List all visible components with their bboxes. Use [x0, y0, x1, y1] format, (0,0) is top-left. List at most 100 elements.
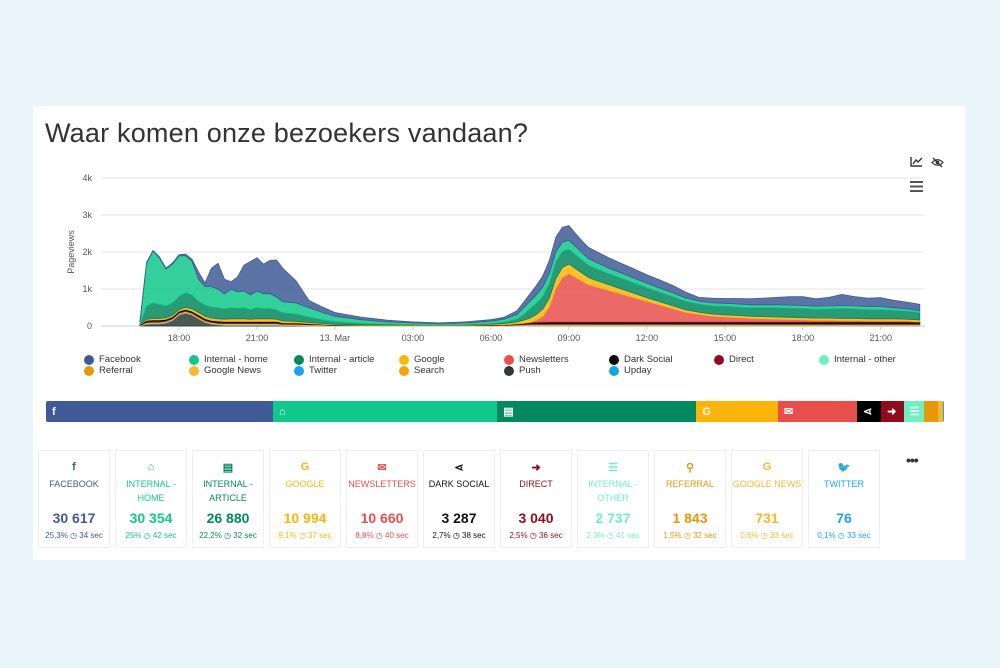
legend-marker — [84, 365, 94, 376]
stat-avg-time: 36 sec — [539, 531, 563, 540]
clock-icon: ◷ — [837, 531, 848, 540]
facebook-icon: f — [52, 405, 56, 418]
stat-label: INTERNAL - HOME — [126, 479, 176, 503]
share-segment-google-news[interactable] — [937, 401, 944, 422]
stat-label: REFERRAL — [665, 479, 714, 489]
stat-meta: 0,1% ◷ 33 sec — [809, 531, 879, 540]
envelope-icon: ✉ — [377, 462, 387, 474]
legend-marker — [189, 365, 199, 376]
stat-card-google[interactable]: G GOOGLE 10 994 9,1% ◷ 37 sec — [269, 450, 341, 548]
legend-item-twitter[interactable]: Twitter — [294, 365, 337, 376]
stat-value: 76 — [836, 510, 852, 526]
stat-meta: 8,8% ◷ 40 sec — [347, 531, 417, 540]
share-segment-direct[interactable]: ➜ — [881, 401, 904, 422]
stat-percentage: 2,5% — [509, 531, 530, 540]
clock-icon: ◷ — [452, 531, 463, 540]
more-options-icon[interactable]: ••• — [906, 452, 919, 468]
legend-item-dark-social[interactable]: Dark Social — [609, 354, 673, 365]
stat-value: 731 — [755, 510, 779, 526]
legend-label: Search — [414, 365, 445, 376]
eye-off-icon[interactable] — [931, 157, 944, 171]
share-segment-internal-article[interactable]: ▤ — [497, 401, 697, 422]
share-segment-twitter[interactable] — [943, 401, 944, 422]
stat-value: 10 994 — [283, 510, 327, 526]
legend-item-internal-other[interactable]: Internal - other — [819, 354, 896, 365]
stat-label: DIRECT — [519, 479, 553, 489]
legend-item-upday[interactable]: Upday — [609, 365, 651, 376]
share-segment-dark-social[interactable]: ⋖ — [856, 401, 882, 422]
stat-card-internal-article[interactable]: ▤ INTERNAL - ARTICLE 26 880 22,2% ◷ 32 sec — [192, 450, 264, 548]
legend-marker — [294, 354, 304, 365]
clock-icon: ◷ — [606, 531, 617, 540]
legend-label: Internal - home — [204, 354, 268, 365]
share-segment-referral[interactable] — [924, 401, 938, 422]
chart-trend-icon[interactable] — [910, 156, 923, 170]
stat-label: NEWSLETTERS — [348, 479, 416, 489]
stat-meta: 2,3% ◷ 41 sec — [578, 531, 648, 540]
stat-card-referral[interactable]: ⚲ REFERRAL 1 843 1,5% ◷ 32 sec — [654, 450, 726, 548]
stat-meta: 2,7% ◷ 38 sec — [424, 531, 494, 540]
share-segment-newsletters[interactable]: ✉ — [778, 401, 857, 422]
stat-card-direct[interactable]: ➜ DIRECT 3 040 2,5% ◷ 36 sec — [500, 450, 572, 548]
stat-avg-time: 41 sec — [616, 531, 640, 540]
stat-card-facebook[interactable]: f FACEBOOK 30 617 25,3% ◷ 34 sec — [38, 450, 110, 548]
legend-label: Internal - article — [309, 354, 375, 365]
legend-item-referral[interactable]: Referral — [84, 365, 133, 376]
x-tick-label: 13. Mar — [320, 333, 351, 343]
stat-card-newsletters[interactable]: ✉ NEWSLETTERS 10 660 8,8% ◷ 40 sec — [346, 450, 418, 548]
legend-item-internal-home[interactable]: Internal - home — [189, 354, 268, 365]
legend-item-newsletters[interactable]: Newsletters — [504, 354, 569, 365]
legend-label: Twitter — [309, 365, 337, 376]
stat-label: TWITTER — [824, 479, 864, 489]
legend-marker — [294, 365, 304, 376]
google-icon: G — [300, 461, 310, 473]
clock-icon: ◷ — [529, 531, 540, 540]
share-segment-internal-other[interactable]: ☰ — [903, 401, 925, 422]
stat-card-dark-social[interactable]: ⋖ DARK SOCIAL 3 287 2,7% ◷ 38 sec — [423, 450, 495, 548]
home-icon: ⌂ — [278, 405, 286, 418]
stat-value: 30 354 — [129, 510, 173, 526]
stat-card-internal-home[interactable]: ⌂ INTERNAL - HOME 30 354 25% ◷ 42 sec — [115, 450, 187, 548]
stat-meta: 9,1% ◷ 37 sec — [270, 531, 340, 540]
stat-label: DARK SOCIAL — [428, 479, 490, 489]
stat-card-google-news[interactable]: G GOOGLE NEWS 731 0,6% ◷ 33 sec — [731, 450, 803, 548]
share-segment-google[interactable]: G — [696, 401, 778, 422]
stat-value: 3 287 — [441, 510, 477, 526]
x-tick-label: 03:00 — [402, 333, 425, 343]
stat-percentage: 25% — [125, 531, 144, 540]
stat-card-twitter[interactable]: 🐦 TWITTER 76 0,1% ◷ 33 sec — [808, 450, 880, 548]
x-tick-label: 15:00 — [714, 333, 737, 343]
stat-label: GOOGLE — [285, 479, 325, 489]
legend-label: Referral — [99, 365, 133, 376]
clock-icon: ◷ — [298, 531, 309, 540]
x-tick-label: 09:00 — [558, 333, 581, 343]
stat-label: GOOGLE NEWS — [732, 479, 802, 489]
arrow-circle-icon: ➜ — [887, 406, 897, 418]
legend-item-search[interactable]: Search — [399, 365, 444, 376]
clock-icon: ◷ — [760, 531, 771, 540]
hamburger-menu-icon[interactable] — [910, 181, 923, 195]
share-segment-internal-home[interactable]: ⌂ — [272, 401, 498, 422]
x-tick-label: 18:00 — [792, 333, 815, 343]
stat-percentage: 2,3% — [586, 531, 607, 540]
legend-item-push[interactable]: Push — [504, 365, 541, 376]
clock-icon: ◷ — [375, 531, 386, 540]
legend-marker — [714, 354, 724, 365]
stat-avg-time: 42 sec — [152, 531, 177, 540]
legend-item-google-news[interactable]: Google News — [189, 365, 261, 376]
legend-item-facebook[interactable]: Facebook — [84, 354, 141, 365]
link-icon: ⚲ — [685, 462, 695, 474]
legend-marker — [84, 354, 94, 365]
stat-value: 3 040 — [518, 510, 554, 526]
stat-card-internal-other[interactable]: ☰ INTERNAL - OTHER 2 737 2,3% ◷ 41 sec — [577, 450, 649, 548]
legend-label: Facebook — [99, 354, 141, 365]
legend-item-internal-article[interactable]: Internal - article — [294, 354, 374, 365]
share-segment-facebook[interactable]: f — [46, 401, 273, 422]
x-tick-label: 21:00 — [870, 333, 893, 343]
facebook-icon: f — [72, 461, 76, 473]
legend-item-direct[interactable]: Direct — [714, 354, 754, 365]
list-icon: ☰ — [909, 406, 920, 418]
legend-item-google[interactable]: Google — [399, 354, 445, 365]
stat-avg-time: 40 sec — [385, 531, 409, 540]
